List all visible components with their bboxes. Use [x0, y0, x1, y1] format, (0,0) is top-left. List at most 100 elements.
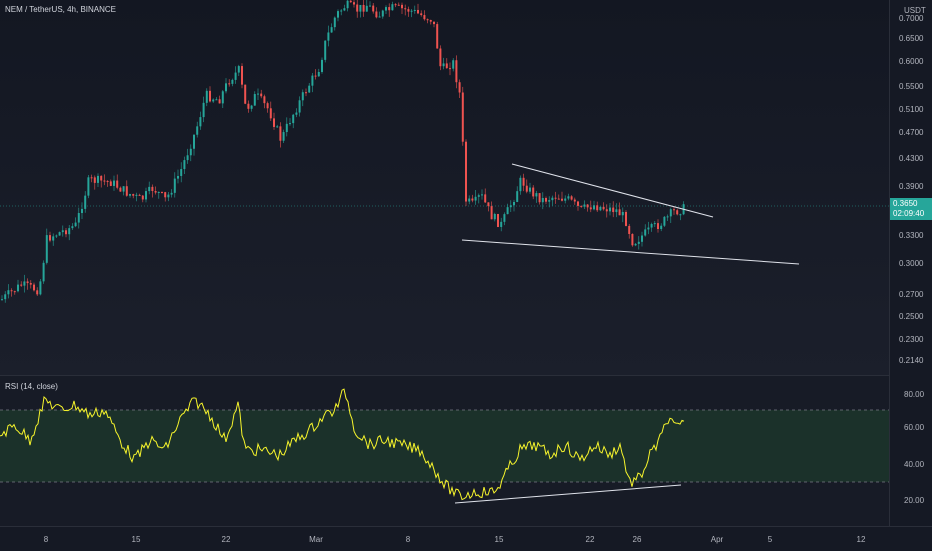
candle-body [353, 2, 355, 5]
candle-body [282, 132, 285, 141]
candle-body [183, 160, 186, 170]
candle-body [177, 175, 179, 179]
candle-body [541, 198, 544, 203]
candle-body [45, 235, 48, 263]
candle-body [391, 4, 394, 11]
pane-divider[interactable] [0, 375, 932, 376]
candle-body [577, 201, 579, 206]
candle-body [497, 213, 499, 227]
candle-body [429, 20, 432, 22]
candle-body [317, 71, 320, 77]
candle-body [295, 112, 298, 115]
candle-body [324, 40, 327, 60]
candle-body [250, 105, 253, 109]
price-tick: 0.2140 [899, 356, 924, 365]
candle-body [487, 202, 490, 207]
candle-body [529, 187, 531, 192]
price-tick: 0.3900 [899, 182, 924, 191]
candle-body [580, 205, 583, 207]
candle-body [97, 175, 99, 183]
rsi-line [0, 388, 685, 501]
candle-body [474, 196, 477, 201]
candle-body [321, 59, 323, 72]
lower-trendline [461, 239, 800, 265]
candle-body [340, 10, 343, 12]
price-tick: 0.2300 [899, 335, 924, 344]
time-axis[interactable] [0, 526, 932, 551]
candle-body [503, 214, 506, 222]
currency-label: USDT [904, 6, 926, 15]
candle-body [650, 224, 653, 228]
candle-body [407, 9, 410, 12]
candle-body [61, 230, 64, 233]
candle-body [410, 10, 413, 12]
candle-body [84, 195, 87, 209]
candle-body [535, 193, 538, 197]
price-tick: 0.2500 [899, 312, 924, 321]
candle-body [420, 13, 423, 16]
candle-body [567, 196, 570, 199]
price-tick: 0.5500 [899, 82, 924, 91]
candle-body [554, 197, 557, 199]
candle-body [218, 99, 221, 104]
candle-body [87, 177, 90, 196]
candle-body [452, 60, 455, 69]
candle-body [570, 196, 573, 200]
price-tick: 0.4300 [899, 154, 924, 163]
candle-body [209, 90, 211, 102]
candle-body [129, 194, 131, 196]
symbol-legend[interactable]: NEM / TetherUS, 4h, BINANCE [5, 5, 116, 14]
candle-body [593, 205, 595, 210]
candle-body [484, 194, 487, 203]
candle-body [573, 199, 576, 202]
candle-body [641, 235, 643, 242]
candle-body [465, 141, 467, 202]
candle-body [132, 194, 135, 196]
candle-body [490, 206, 493, 220]
candle-body [532, 187, 535, 197]
candle-body [525, 185, 528, 192]
rsi-legend[interactable]: RSI (14, close) [5, 382, 58, 391]
current-price-value: 0.3650 [893, 199, 918, 208]
price-tick: 0.2700 [899, 290, 924, 299]
candle-body [471, 198, 474, 201]
candle-body [557, 198, 560, 200]
candle-body [493, 213, 496, 220]
candle-body [20, 284, 23, 286]
candle-body [42, 262, 45, 282]
candle-body [333, 17, 336, 28]
candle-body [260, 93, 263, 97]
candle-body [436, 24, 439, 49]
candle-body [589, 207, 592, 210]
candle-body [621, 212, 624, 216]
candle-body [189, 148, 192, 156]
candle-body [244, 84, 247, 104]
rsi-tick: 40.00 [904, 460, 925, 469]
price-axis[interactable]: USDT 0.7000 0.6500 0.6000 0.5500 0.5100 … [889, 0, 932, 526]
price-pane[interactable] [0, 0, 889, 375]
price-tick: 0.6000 [899, 57, 924, 66]
candle-body [346, 0, 349, 9]
candle-body [500, 221, 503, 227]
candle-body [4, 294, 7, 300]
candle-body [461, 92, 464, 142]
candle-body [599, 206, 602, 211]
candle-body [241, 66, 243, 85]
candles [1, 0, 685, 303]
candle-body [506, 207, 509, 215]
candle-body [109, 181, 112, 186]
candle-body [612, 207, 615, 213]
price-tick: 0.5100 [899, 105, 924, 114]
price-tick: 0.6500 [899, 34, 924, 43]
candle-body [100, 175, 103, 181]
candle-body [365, 5, 368, 12]
time-tick: 22 [221, 535, 231, 544]
candle-body [138, 194, 141, 196]
candle-body [426, 19, 429, 21]
candle-body [17, 284, 19, 292]
candle-body [122, 186, 125, 192]
candle-body [145, 191, 147, 200]
candle-body [423, 15, 426, 20]
time-tick: Apr [710, 535, 724, 544]
